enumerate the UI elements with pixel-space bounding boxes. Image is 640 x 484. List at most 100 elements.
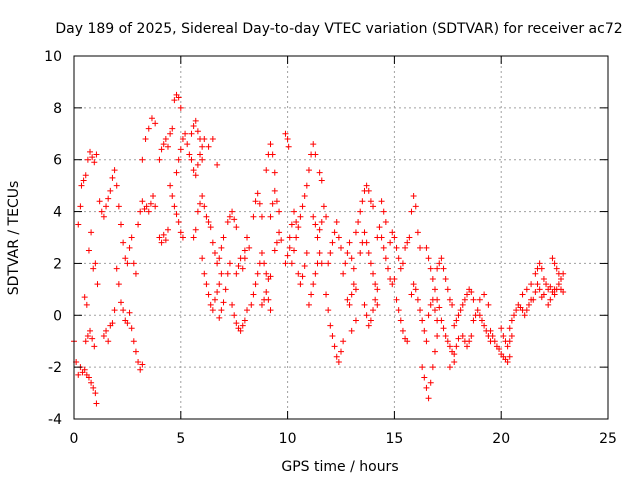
data-point bbox=[169, 125, 176, 132]
y-tick-label: 4 bbox=[53, 205, 62, 221]
data-point bbox=[323, 213, 330, 220]
data-point bbox=[175, 156, 182, 163]
data-point bbox=[244, 234, 251, 241]
plot-frame bbox=[73, 55, 609, 420]
data-point bbox=[186, 151, 193, 158]
data-point bbox=[271, 169, 278, 176]
data-point bbox=[406, 234, 413, 241]
data-point bbox=[88, 379, 95, 386]
y-tick-label: 6 bbox=[53, 153, 62, 169]
data-point bbox=[558, 275, 565, 282]
data-point bbox=[327, 322, 334, 329]
data-point bbox=[177, 229, 184, 236]
data-point bbox=[288, 260, 295, 267]
data-point bbox=[350, 265, 357, 272]
data-point bbox=[96, 198, 103, 205]
data-point bbox=[442, 275, 449, 282]
data-point bbox=[91, 343, 98, 350]
data-point bbox=[440, 325, 447, 332]
data-point bbox=[545, 301, 552, 308]
y-axis-label: SDTVAR / TECUs bbox=[6, 181, 22, 296]
data-point bbox=[378, 234, 385, 241]
data-point bbox=[278, 237, 285, 244]
data-point bbox=[171, 97, 178, 104]
data-point bbox=[216, 314, 223, 321]
data-point bbox=[355, 218, 362, 225]
data-point bbox=[139, 361, 146, 368]
data-point bbox=[143, 203, 150, 210]
data-point bbox=[429, 275, 436, 282]
data-point bbox=[282, 260, 289, 267]
data-point bbox=[147, 200, 154, 207]
data-point bbox=[120, 239, 127, 246]
data-point bbox=[201, 270, 208, 277]
data-point bbox=[534, 281, 541, 288]
data-point bbox=[205, 143, 212, 150]
data-point bbox=[444, 286, 451, 293]
data-point bbox=[382, 255, 389, 262]
data-point bbox=[547, 283, 554, 290]
data-point bbox=[261, 260, 268, 267]
data-point bbox=[323, 291, 330, 298]
data-point bbox=[91, 159, 98, 166]
data-point bbox=[459, 333, 466, 340]
data-point bbox=[344, 250, 351, 257]
data-point bbox=[197, 200, 204, 207]
data-point bbox=[327, 250, 334, 257]
data-point bbox=[214, 260, 221, 267]
data-point bbox=[363, 312, 370, 319]
data-point bbox=[457, 307, 464, 314]
data-point bbox=[229, 208, 236, 215]
data-point bbox=[115, 203, 122, 210]
data-point bbox=[137, 366, 144, 373]
data-point bbox=[145, 125, 152, 132]
data-point bbox=[446, 296, 453, 303]
data-point bbox=[367, 260, 374, 267]
data-point bbox=[485, 301, 492, 308]
data-point bbox=[220, 234, 227, 241]
data-point bbox=[139, 156, 146, 163]
data-point bbox=[427, 379, 434, 386]
data-point bbox=[440, 265, 447, 272]
data-point bbox=[132, 348, 139, 355]
data-point bbox=[498, 325, 505, 332]
data-point bbox=[237, 327, 244, 334]
data-point bbox=[476, 312, 483, 319]
data-point bbox=[89, 335, 96, 342]
data-point bbox=[404, 239, 411, 246]
data-point bbox=[252, 198, 259, 205]
data-point bbox=[81, 366, 88, 373]
data-point bbox=[506, 353, 513, 360]
data-point bbox=[75, 221, 82, 228]
data-point bbox=[370, 270, 377, 277]
data-point bbox=[408, 291, 415, 298]
data-point bbox=[536, 260, 543, 267]
data-point bbox=[201, 203, 208, 210]
axis-ticks: -4 -2 0 2 4 6 8 10 0 5 10 15 20 25 bbox=[44, 49, 617, 447]
y-tick-label: 8 bbox=[53, 101, 62, 117]
data-point bbox=[325, 307, 332, 314]
data-point bbox=[303, 182, 310, 189]
data-point bbox=[363, 239, 370, 246]
data-point bbox=[190, 167, 197, 174]
data-point bbox=[184, 141, 191, 148]
data-point bbox=[470, 317, 477, 324]
data-point bbox=[423, 384, 430, 391]
data-point bbox=[92, 260, 99, 267]
data-point bbox=[254, 270, 261, 277]
data-point bbox=[94, 281, 101, 288]
data-point bbox=[194, 128, 201, 135]
data-point bbox=[209, 239, 216, 246]
data-point bbox=[449, 301, 456, 308]
data-point bbox=[543, 281, 550, 288]
data-point bbox=[425, 395, 432, 402]
data-point bbox=[113, 265, 120, 272]
data-point bbox=[239, 322, 246, 329]
data-point bbox=[331, 343, 338, 350]
data-point bbox=[175, 94, 182, 101]
data-point bbox=[363, 182, 370, 189]
data-point bbox=[511, 312, 518, 319]
data-point bbox=[532, 270, 539, 277]
data-point bbox=[560, 288, 567, 295]
data-point bbox=[451, 358, 458, 365]
